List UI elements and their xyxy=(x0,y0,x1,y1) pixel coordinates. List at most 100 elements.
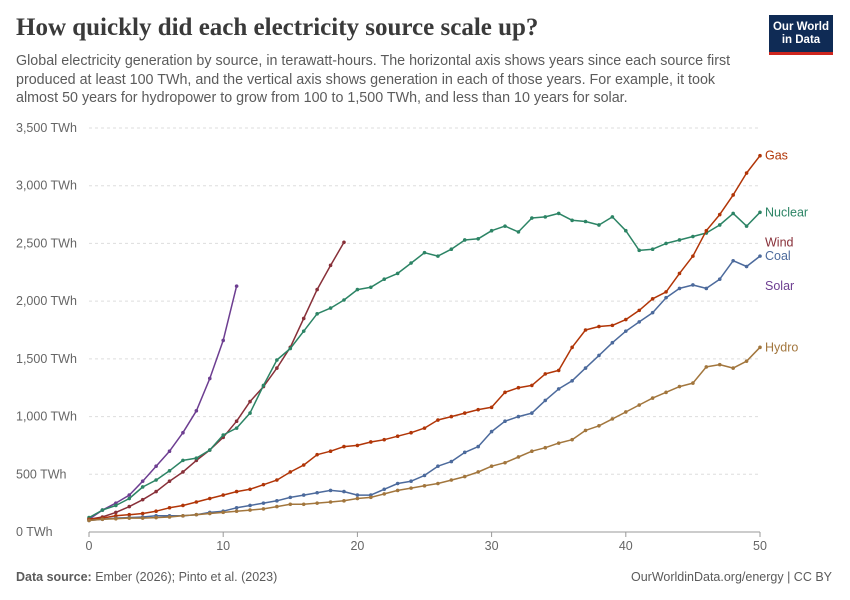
coal-point[interactable] xyxy=(436,464,440,469)
hydro-point[interactable] xyxy=(704,365,709,369)
coal-point[interactable] xyxy=(409,479,413,484)
nuclear-point[interactable] xyxy=(503,224,507,228)
wind-point[interactable] xyxy=(315,287,319,292)
gas-point[interactable] xyxy=(154,509,158,514)
gas-point[interactable] xyxy=(395,434,400,438)
coal-point[interactable] xyxy=(744,264,749,269)
hydro-point[interactable] xyxy=(476,470,480,474)
nuclear-point[interactable] xyxy=(207,448,212,452)
coal-point[interactable] xyxy=(342,489,346,494)
nuclear-point[interactable] xyxy=(127,496,132,501)
hydro-point[interactable] xyxy=(677,384,682,389)
gas-point[interactable] xyxy=(436,418,440,422)
gas-point[interactable] xyxy=(583,328,588,332)
hydro-point[interactable] xyxy=(543,445,548,450)
gas-point[interactable] xyxy=(677,271,682,276)
hydro-point[interactable] xyxy=(610,417,615,421)
nuclear-point[interactable] xyxy=(355,287,360,292)
nuclear-point[interactable] xyxy=(570,218,574,223)
nuclear-point[interactable] xyxy=(449,247,454,251)
coal-point[interactable] xyxy=(462,450,467,455)
nuclear-point[interactable] xyxy=(100,508,105,512)
gas-point[interactable] xyxy=(288,470,293,474)
wind-point[interactable] xyxy=(114,510,118,515)
hydro-point[interactable] xyxy=(261,507,266,511)
coal-point[interactable] xyxy=(503,419,507,423)
hydro-point[interactable] xyxy=(489,464,494,469)
hydro-point[interactable] xyxy=(462,474,467,479)
nuclear-point[interactable] xyxy=(610,215,615,219)
coal-point[interactable] xyxy=(677,286,682,291)
gas-point[interactable] xyxy=(261,482,266,487)
gas-point[interactable] xyxy=(449,414,454,419)
wind-point[interactable] xyxy=(301,316,306,321)
gas-point[interactable] xyxy=(610,323,615,328)
wind-point[interactable] xyxy=(275,366,279,370)
hydro-point[interactable] xyxy=(691,381,695,385)
nuclear-point[interactable] xyxy=(624,228,628,233)
series-label-hydro[interactable]: Hydro xyxy=(765,340,798,354)
hydro-point[interactable] xyxy=(516,455,521,459)
hydro-point[interactable] xyxy=(637,403,642,407)
gas-point[interactable] xyxy=(127,512,132,517)
solar-point[interactable] xyxy=(181,430,185,435)
coal-point[interactable] xyxy=(516,414,521,419)
nuclear-point[interactable] xyxy=(650,247,655,251)
hydro-point[interactable] xyxy=(650,396,655,400)
coal-point[interactable] xyxy=(583,366,588,370)
hydro-point[interactable] xyxy=(624,410,628,414)
nuclear-point[interactable] xyxy=(234,426,239,430)
hydro-point[interactable] xyxy=(114,516,118,521)
gas-point[interactable] xyxy=(744,171,749,175)
nuclear-point[interactable] xyxy=(181,458,185,463)
gas-point[interactable] xyxy=(422,426,427,430)
solar-point[interactable] xyxy=(194,409,199,413)
wind-point[interactable] xyxy=(328,263,333,268)
nuclear-point[interactable] xyxy=(382,277,387,282)
nuclear-point[interactable] xyxy=(248,411,252,415)
nuclear-point[interactable] xyxy=(583,219,588,224)
hydro-point[interactable] xyxy=(207,511,212,516)
hydro-point[interactable] xyxy=(758,345,762,350)
coal-point[interactable] xyxy=(301,493,306,497)
hydro-point[interactable] xyxy=(248,508,252,512)
solar-point[interactable] xyxy=(140,479,145,484)
coal-point[interactable] xyxy=(288,495,293,500)
gas-point[interactable] xyxy=(328,449,333,454)
hydro-point[interactable] xyxy=(395,488,400,493)
wind-point[interactable] xyxy=(342,240,346,245)
gas-point[interactable] xyxy=(167,505,172,510)
gas-point[interactable] xyxy=(717,212,722,217)
hydro-point[interactable] xyxy=(570,437,574,442)
nuclear-point[interactable] xyxy=(194,456,199,460)
nuclear-point[interactable] xyxy=(530,216,534,220)
hydro-point[interactable] xyxy=(503,460,507,465)
coal-point[interactable] xyxy=(530,411,534,415)
solar-point[interactable] xyxy=(127,493,132,497)
nuclear-point[interactable] xyxy=(301,329,306,333)
hydro-point[interactable] xyxy=(382,492,387,496)
solar-point[interactable] xyxy=(207,376,212,381)
source-link[interactable]: OurWorldinData.org/energy | CC BY xyxy=(630,570,832,584)
nuclear-point[interactable] xyxy=(664,241,668,246)
gas-point[interactable] xyxy=(462,411,467,415)
gas-point[interactable] xyxy=(248,487,252,492)
gas-point[interactable] xyxy=(369,440,373,444)
nuclear-point[interactable] xyxy=(315,312,319,316)
coal-point[interactable] xyxy=(234,505,239,510)
gas-point[interactable] xyxy=(194,500,199,504)
coal-point[interactable] xyxy=(637,320,642,324)
hydro-point[interactable] xyxy=(328,500,333,504)
coal-point[interactable] xyxy=(650,310,655,315)
hydro-point[interactable] xyxy=(181,514,185,518)
coal-point[interactable] xyxy=(570,378,574,383)
series-label-nuclear[interactable]: Nuclear xyxy=(765,205,808,219)
nuclear-point[interactable] xyxy=(731,211,735,216)
hydro-point[interactable] xyxy=(731,366,735,370)
nuclear-point[interactable] xyxy=(395,271,400,276)
wind-point[interactable] xyxy=(248,399,252,404)
gas-point[interactable] xyxy=(315,452,319,457)
solar-point[interactable] xyxy=(167,449,172,454)
hydro-point[interactable] xyxy=(342,499,346,503)
hydro-point[interactable] xyxy=(87,518,91,523)
